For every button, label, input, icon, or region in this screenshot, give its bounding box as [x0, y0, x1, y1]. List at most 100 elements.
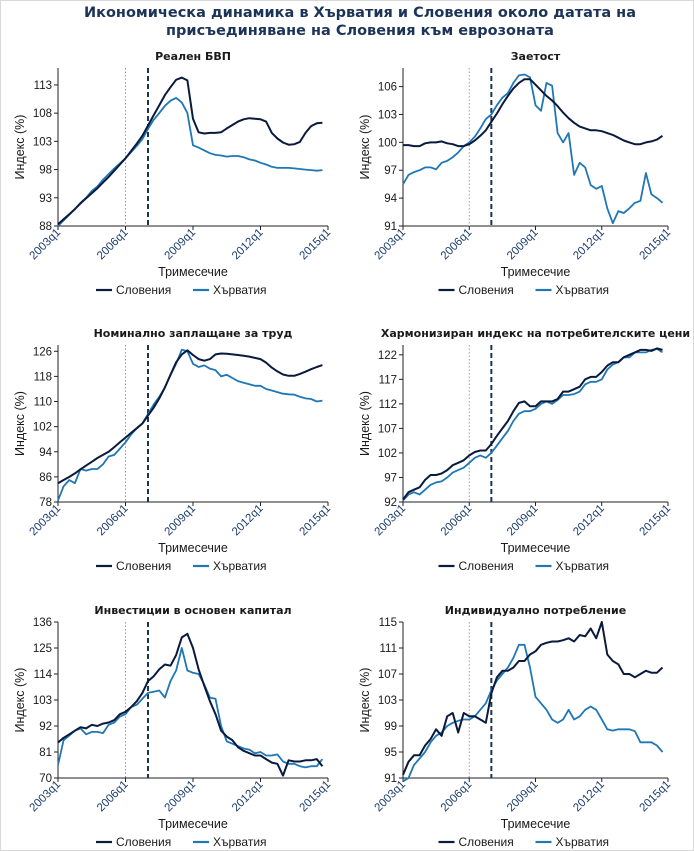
x-tick-label: 2006q1	[95, 779, 131, 815]
series-line-croatia	[402, 73, 664, 225]
y-tick-label: 103	[378, 109, 397, 121]
series-line-slovenia	[402, 621, 664, 776]
y-tick-label: 113	[34, 80, 52, 92]
x-axis-label: Тримесечие	[501, 265, 571, 279]
legend: Словения Хърватия	[96, 559, 267, 573]
chart-title: Номинално заплащане за труд	[94, 327, 293, 340]
y-tick-label: 99	[384, 721, 397, 733]
legend-label-croatia: Хърватия	[213, 283, 267, 297]
y-tick-label: 106	[378, 82, 397, 94]
series-line-croatia	[57, 97, 323, 227]
legend-label-croatia: Хърватия	[213, 559, 267, 573]
y-tick-label: 97	[384, 472, 397, 484]
x-tick-label: 2009q1	[163, 779, 199, 815]
legend: Словения Хърватия	[438, 835, 609, 849]
legend-label-croatia: Хърватия	[213, 835, 267, 849]
y-tick-label: 94	[384, 193, 397, 205]
y-axis-label: Индекс (%)	[358, 115, 372, 180]
legend-label-slovenia: Словения	[459, 835, 514, 849]
x-tick-label: 2015q1	[298, 227, 334, 263]
figure-title: Икономическа динамика в Хърватия и Слове…	[83, 5, 636, 39]
chart-panel-5: Инвестиции в основен капитал 70 81 92 103 114…	[13, 604, 333, 849]
y-tick-label: 122	[378, 350, 397, 362]
y-tick-label: 95	[384, 747, 397, 759]
legend-label-slovenia: Словения	[116, 559, 171, 573]
x-tick-label: 2015q1	[638, 503, 674, 539]
chart-panel-6: Индивидуално потребление 91 95 99 103 107 111 1…	[358, 604, 673, 849]
y-tick-label: 94	[39, 447, 52, 459]
y-tick-label: 103	[378, 695, 397, 707]
y-tick-label: 97	[384, 165, 397, 177]
y-tick-label: 81	[39, 747, 52, 759]
y-tick-label: 91	[384, 773, 397, 785]
series-line-croatia	[402, 643, 664, 783]
y-tick-label: 88	[39, 221, 52, 233]
x-tick-label: 2012q1	[230, 503, 266, 539]
legend: Словения Хърватия	[96, 835, 267, 849]
y-tick-label: 78	[39, 497, 52, 509]
legend-label-slovenia: Словения	[459, 559, 514, 573]
x-tick-label: 2012q1	[230, 227, 266, 263]
x-tick-label: 2015q1	[638, 779, 674, 815]
y-tick-label: 92	[39, 721, 52, 733]
chart-title: Заетост	[511, 50, 561, 63]
y-tick-label: 107	[378, 669, 397, 681]
series-line-croatia	[57, 647, 324, 769]
x-axis-label: Тримесечие	[158, 817, 228, 831]
y-tick-label: 100	[378, 137, 397, 149]
series-line-croatia	[402, 347, 663, 502]
x-tick-label: 2009q1	[163, 227, 199, 263]
series-line-slovenia	[57, 349, 323, 485]
y-tick-label: 103	[33, 695, 52, 707]
legend-label-slovenia: Словения	[116, 835, 171, 849]
y-tick-label: 107	[378, 423, 397, 435]
y-axis-label: Индекс (%)	[358, 668, 372, 733]
y-tick-label: 92	[384, 497, 397, 509]
y-axis-label: Индекс (%)	[358, 391, 372, 456]
y-axis-label: Индекс (%)	[13, 115, 27, 180]
y-tick-label: 112	[379, 399, 397, 411]
x-axis-label: Тримесечие	[158, 265, 228, 279]
legend-label-croatia: Хърватия	[556, 283, 610, 297]
x-axis-label: Тримесечие	[501, 817, 571, 831]
y-axis-label: Индекс (%)	[13, 391, 27, 456]
y-tick-label: 86	[39, 472, 52, 484]
x-tick-label: 2009q1	[505, 227, 541, 263]
x-tick-label: 2015q1	[298, 779, 334, 815]
y-tick-label: 111	[380, 643, 397, 655]
x-axis-label: Тримесечие	[158, 541, 228, 555]
series-line-slovenia	[57, 76, 323, 226]
x-tick-label: 2012q1	[230, 779, 266, 815]
y-tick-label: 70	[39, 773, 52, 785]
x-tick-label: 2009q1	[163, 503, 199, 539]
y-tick-label: 114	[34, 669, 53, 681]
x-tick-label: 2006q1	[95, 503, 131, 539]
legend: Словения Хърватия	[96, 283, 267, 297]
y-tick-label: 98	[39, 165, 52, 177]
x-tick-label: 2012q1	[571, 779, 607, 815]
series-line-slovenia	[57, 632, 324, 777]
y-tick-label: 110	[34, 397, 52, 409]
y-axis-label: Индекс (%)	[13, 668, 27, 733]
chart-panel-3: Номинално заплащане за труд 78 86 94 102 110 1…	[13, 327, 333, 573]
series-line-croatia	[57, 348, 323, 501]
chart-panel-4: Хармонизиран индекс на потребителските ц…	[358, 327, 690, 573]
x-tick-label: 2006q1	[439, 779, 475, 815]
y-tick-label: 93	[39, 193, 52, 205]
legend-label-slovenia: Словения	[116, 283, 171, 297]
y-tick-label: 118	[34, 371, 52, 383]
chart-title: Индивидуално потребление	[445, 604, 626, 617]
y-tick-label: 108	[33, 108, 52, 120]
x-tick-label: 2006q1	[95, 227, 131, 263]
chart-title: Хармонизиран индекс на потребителските ц…	[381, 327, 690, 340]
y-tick-label: 91	[384, 221, 397, 233]
chart-title: Инвестиции в основен капитал	[94, 604, 291, 617]
chart-title: Реален БВП	[155, 50, 231, 63]
x-tick-label: 2015q1	[298, 503, 334, 539]
y-tick-label: 102	[33, 422, 52, 434]
x-tick-label: 2015q1	[638, 227, 674, 263]
y-tick-label: 125	[33, 643, 52, 655]
legend: Словения Хърватия	[438, 559, 609, 573]
